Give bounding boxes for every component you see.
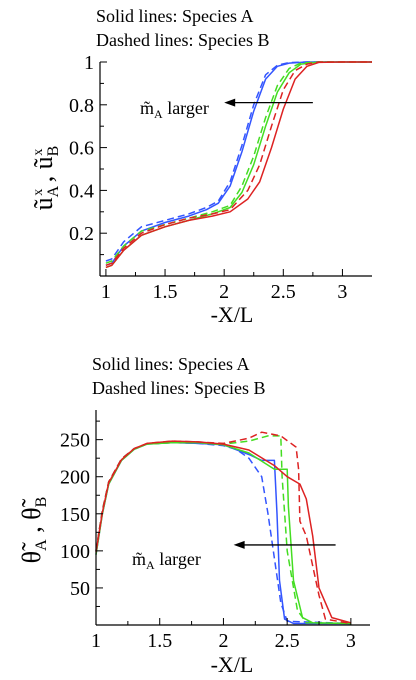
chart-1-note-dashed: Dashed lines: Species B	[96, 30, 269, 50]
chart-2-note-dashed: Dashed lines: Species B	[92, 378, 265, 398]
chart-2-x-axis-label: -X/L	[211, 652, 254, 677]
chart-2-x-tick-label: 1.5	[147, 630, 172, 652]
chart-1-axes: 1 1.5 2 2.5 3 0.2 0.4 0.6 0.8 1	[69, 52, 372, 303]
chart-1-annotation-m: m̃	[140, 98, 154, 118]
chart-1-annotation-sub: A	[154, 107, 163, 121]
chart-1-y-tick-label: 0.6	[69, 138, 94, 160]
chart-2-x-tick-label: 2.5	[275, 630, 300, 652]
chart-1-x-tick-label: 2.5	[271, 281, 296, 303]
chart-2-y-tick-label: 150	[60, 504, 90, 526]
chart-2-note-solid: Solid lines: Species A	[92, 354, 250, 374]
chart-1-x-tick-label: 1	[101, 281, 111, 303]
chart-1-y-tick-label: 0.2	[69, 223, 94, 245]
chart-1-ylabel-sub-b: B	[45, 146, 62, 157]
chart-2-annotation-m: m̃	[132, 549, 146, 569]
chart-1-y-tick-label: 0.8	[69, 95, 94, 117]
chart-2-x-tick-label: 3	[346, 630, 356, 652]
chart-2-annotation-arrowhead	[233, 540, 245, 549]
chart-2-plot-area	[95, 431, 352, 625]
chart-1-annotation: m̃A larger	[140, 98, 209, 121]
chart-2-y-tick-label: 200	[60, 467, 90, 489]
chart-2-series-6-dashed-line	[95, 431, 352, 625]
chart-1-annotation-arrowhead	[224, 98, 236, 107]
chart-1-y-axis-label: ũAx , ũBx	[29, 146, 62, 211]
chart-1-ylabel-separator: ,	[29, 169, 58, 189]
chart-1-x-tick-label: 3	[337, 281, 347, 303]
chart-2-x-tick-label: 1	[91, 630, 101, 652]
chart-2-y-tick-label: 250	[60, 430, 90, 452]
chart-2-y-axis-label: θ̃A , θ̃B	[17, 497, 50, 564]
chart-1-y-tick-label: 0.4	[69, 180, 94, 202]
chart-1-annotation-rest: larger	[163, 98, 209, 118]
chart-1-series-2-dashed-line	[105, 61, 372, 262]
chart-1-series-3-solid-line	[105, 61, 372, 269]
chart-2: Solid lines: Species A Dashed lines: Spe…	[17, 354, 370, 677]
chart-1-ylabel-sub-a: A	[45, 185, 62, 197]
chart-2-axes: 1 1.5 2 2.5 3 50 100 150 200 250	[60, 410, 370, 652]
chart-2-ylabel-sub-b: B	[33, 497, 50, 508]
chart-1-plot-area	[105, 61, 372, 269]
chart-1-ylabel-u-b: ũ	[29, 156, 58, 169]
chart-2-annotation-sub: A	[146, 558, 155, 572]
chart-2-series-5-solid-line	[95, 440, 352, 624]
chart-1: Solid lines: Species A Dashed lines: Spe…	[29, 6, 372, 327]
chart-1-ylabel-sup-b: x	[31, 149, 46, 156]
chart-2-annotation-rest: larger	[155, 549, 201, 569]
chart-1-series-4-dashed-line	[105, 61, 372, 264]
chart-1-x-tick-label: 2	[219, 281, 229, 303]
chart-1-series-1-solid-line	[105, 61, 372, 267]
chart-1-y-tick-label: 1	[84, 52, 94, 74]
chart-1-series-6-dashed-line	[105, 61, 372, 267]
chart-2-y-tick-label: 100	[60, 541, 90, 563]
chart-2-y-tick-label: 50	[70, 578, 90, 600]
chart-2-series-2-dashed-line	[95, 441, 351, 625]
chart-2-series-4-dashed-line	[95, 435, 351, 625]
chart-2-annotation: m̃A larger	[132, 549, 201, 572]
chart-2-ylabel-sub-a: A	[33, 539, 50, 551]
chart-1-x-axis-label: -X/L	[211, 302, 254, 327]
chart-1-note-solid: Solid lines: Species A	[96, 6, 254, 26]
chart-1-x-tick-label: 1.5	[153, 281, 178, 303]
chart-1-ylabel-sup-a: x	[31, 189, 46, 196]
chart-1-series-5-solid-line	[105, 61, 372, 269]
chart-2-ylabel-separator: ,	[17, 520, 46, 540]
chart-1-ylabel-u-a: ũ	[29, 197, 58, 210]
chart-2-x-tick-label: 2	[218, 630, 228, 652]
